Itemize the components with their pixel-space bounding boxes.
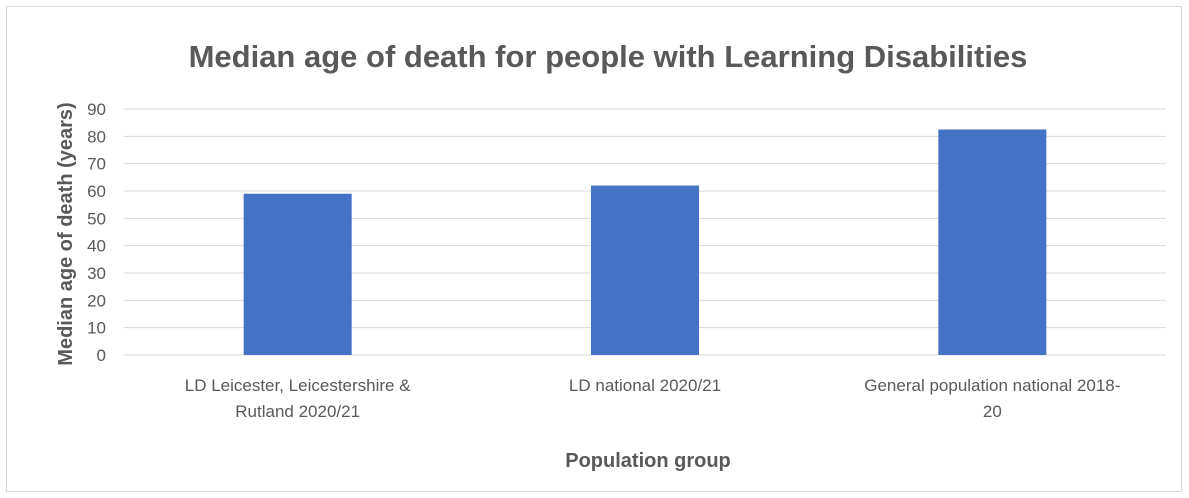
x-category-label: LD Leicester, Leicestershire &: [185, 376, 411, 395]
y-tick-label: 80: [87, 127, 106, 146]
bar: [591, 186, 699, 355]
x-axis-title: Population group: [565, 450, 731, 472]
y-tick-label: 20: [87, 291, 106, 310]
bar: [244, 194, 352, 355]
x-axis-labels: LD Leicester, Leicestershire & Rutland 20…: [185, 376, 1121, 421]
y-axis-ticks: 0 10 20 30 40 50 60 70 80 90: [87, 100, 106, 365]
y-tick-label: 10: [87, 319, 106, 338]
y-tick-label: 30: [87, 264, 106, 283]
y-tick-label: 60: [87, 182, 106, 201]
y-tick-label: 70: [87, 155, 106, 174]
x-category-label: General population national 2018-: [864, 376, 1120, 395]
x-category-label: Rutland 2020/21: [235, 402, 360, 421]
y-tick-label: 50: [87, 209, 106, 228]
y-tick-label: 40: [87, 237, 106, 256]
x-category-label: 20: [983, 402, 1002, 421]
y-tick-label: 90: [87, 100, 106, 119]
chart-title: Median age of death for people with Lear…: [189, 39, 1028, 74]
bar: [938, 130, 1046, 356]
y-tick-label: 0: [97, 346, 106, 365]
x-category-label: LD national 2020/21: [569, 376, 721, 395]
y-axis-title: Median age of death (years): [55, 102, 77, 365]
